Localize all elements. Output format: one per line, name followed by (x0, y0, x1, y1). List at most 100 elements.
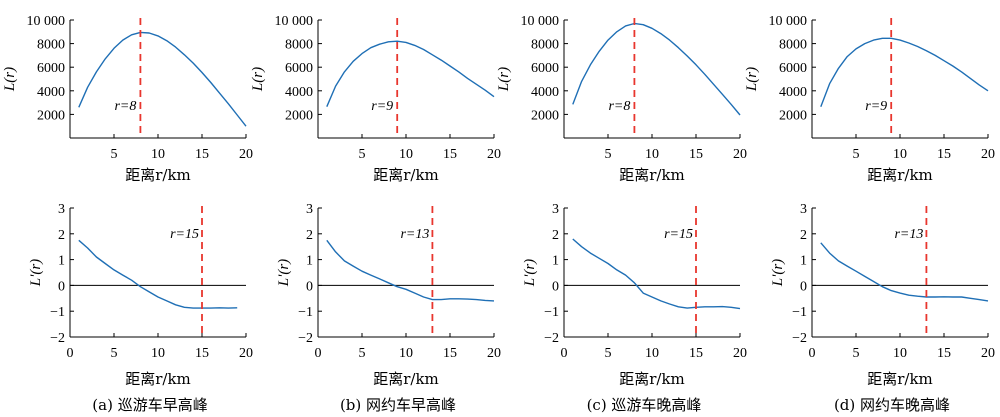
data-line (326, 40, 495, 107)
x-tick-label: 20 (733, 147, 747, 162)
data-line (78, 31, 247, 127)
x-tick-label: 20 (487, 346, 501, 361)
x-tick-label: 5 (359, 147, 366, 162)
x-tick-label: 10 (399, 147, 413, 162)
y-tick-label: 2 (552, 228, 559, 243)
peak-annotation: r=9 (865, 99, 887, 114)
y-tick-label: 0 (800, 279, 807, 294)
x-tick-label: 10 (893, 346, 907, 361)
y-tick-label: 1 (800, 254, 807, 269)
y-tick-label: 6000 (285, 61, 313, 76)
chart-panel-a-bottom: 0 5 10 15 20 −2 −1 0 1 2 3 r=15 距离r/km L'(r) (28, 202, 253, 388)
y-tick-label: 10 000 (769, 14, 808, 29)
y-tick-label: 10 000 (27, 14, 66, 29)
y-tick-label: 8000 (779, 38, 807, 53)
y-axis-label: L(r) (496, 67, 512, 92)
peak-annotation: r=15 (664, 227, 693, 242)
chart-panel-c-bottom: 0 5 10 15 20 −2 −1 0 1 2 3 r=15 距离r/km L'(r) (522, 202, 747, 388)
x-tick-label: 0 (315, 346, 322, 361)
x-tick-label: 5 (853, 346, 860, 361)
x-tick-label: 10 (151, 147, 165, 162)
y-tick-label: 3 (552, 202, 559, 217)
y-tick-label: 3 (800, 202, 807, 217)
x-tick-label: 10 (399, 346, 413, 361)
y-tick-label: 1 (306, 254, 313, 269)
x-tick-label: 5 (605, 346, 612, 361)
y-tick-label: 2 (58, 228, 65, 243)
peak-annotation: r=15 (170, 227, 199, 242)
x-tick-label: 20 (239, 147, 253, 162)
y-tick-label: 6000 (37, 61, 65, 76)
data-line (572, 238, 741, 310)
y-tick-label: 0 (306, 279, 313, 294)
y-tick-label: −1 (50, 305, 65, 320)
panel-caption: (a) 巡游车早高峰 (92, 396, 207, 414)
y-tick-label: 4000 (37, 85, 65, 100)
data-line (78, 239, 238, 309)
y-tick-label: 2 (306, 228, 313, 243)
x-tick-label: 15 (195, 346, 209, 361)
chart-panel-d-bottom: 0 5 10 15 20 −2 −1 0 1 2 3 r=13 距离r/km L'(r) (770, 202, 995, 388)
chart-panel-b-bottom: 0 5 10 15 20 −2 −1 0 1 2 3 r=13 距离r/km L'(r) (276, 202, 501, 388)
x-tick-label: 0 (809, 346, 816, 361)
x-tick-label: 0 (561, 346, 568, 361)
x-tick-label: 15 (195, 147, 209, 162)
y-tick-label: 3 (306, 202, 313, 217)
y-tick-label: 8000 (37, 38, 65, 53)
x-tick-label: 10 (645, 147, 659, 162)
y-tick-label: 1 (552, 254, 559, 269)
peak-annotation: r=9 (371, 99, 393, 114)
x-tick-label: 20 (487, 147, 501, 162)
y-tick-label: 0 (552, 279, 559, 294)
x-tick-label: 20 (733, 346, 747, 361)
y-tick-label: 3 (58, 202, 65, 217)
y-tick-label: 2000 (285, 108, 313, 123)
y-tick-label: 8000 (531, 38, 559, 53)
y-tick-label: 0 (58, 279, 65, 294)
peak-annotation: r=8 (114, 99, 136, 114)
y-tick-label: −1 (792, 305, 807, 320)
x-tick-label: 15 (689, 147, 703, 162)
data-line (820, 242, 989, 302)
x-tick-label: 15 (689, 346, 703, 361)
x-tick-label: 15 (937, 147, 951, 162)
x-tick-label: 15 (937, 346, 951, 361)
x-tick-label: 0 (67, 346, 74, 361)
y-axis-label: L'(r) (276, 259, 292, 287)
panel-caption: (d) 网约车晚高峰 (834, 396, 950, 414)
y-tick-label: −2 (298, 331, 313, 346)
y-axis-label: L'(r) (522, 259, 538, 287)
x-tick-label: 20 (981, 346, 995, 361)
y-tick-label: 6000 (531, 61, 559, 76)
panel-caption: (c) 巡游车晚高峰 (587, 396, 702, 414)
data-line (326, 239, 495, 302)
y-tick-label: 1 (58, 254, 65, 269)
chart-panel-d-top: 5 10 15 20 2000 4000 6000 8000 10 000 r=9 距离r/km L(… (744, 14, 995, 184)
x-tick-label: 5 (111, 346, 118, 361)
x-tick-label: 5 (605, 147, 612, 162)
data-line (572, 22, 741, 116)
y-tick-label: 8000 (285, 38, 313, 53)
x-tick-label: 15 (443, 147, 457, 162)
y-tick-label: 4000 (531, 85, 559, 100)
x-tick-label: 5 (359, 346, 366, 361)
chart-panel-b-top: 5 10 15 20 2000 4000 6000 8000 10 000 r=9 距离r/km L(… (250, 14, 501, 184)
peak-annotation: r=8 (608, 99, 630, 114)
panel-caption: (b) 网约车早高峰 (340, 396, 456, 414)
y-tick-label: 10 000 (521, 14, 560, 29)
x-tick-label: 20 (981, 147, 995, 162)
y-tick-label: 2000 (531, 108, 559, 123)
x-tick-label: 20 (239, 346, 253, 361)
y-tick-label: −2 (792, 331, 807, 346)
data-line (820, 37, 989, 107)
x-axis-label: 距离r/km (867, 370, 933, 388)
x-axis-label: 距离r/km (619, 370, 685, 388)
y-tick-label: 4000 (779, 85, 807, 100)
y-tick-label: −2 (544, 331, 559, 346)
x-tick-label: 10 (893, 147, 907, 162)
y-axis-label: L'(r) (770, 259, 786, 287)
peak-annotation: r=13 (400, 227, 429, 242)
y-tick-label: 2000 (779, 108, 807, 123)
y-tick-label: −2 (50, 331, 65, 346)
